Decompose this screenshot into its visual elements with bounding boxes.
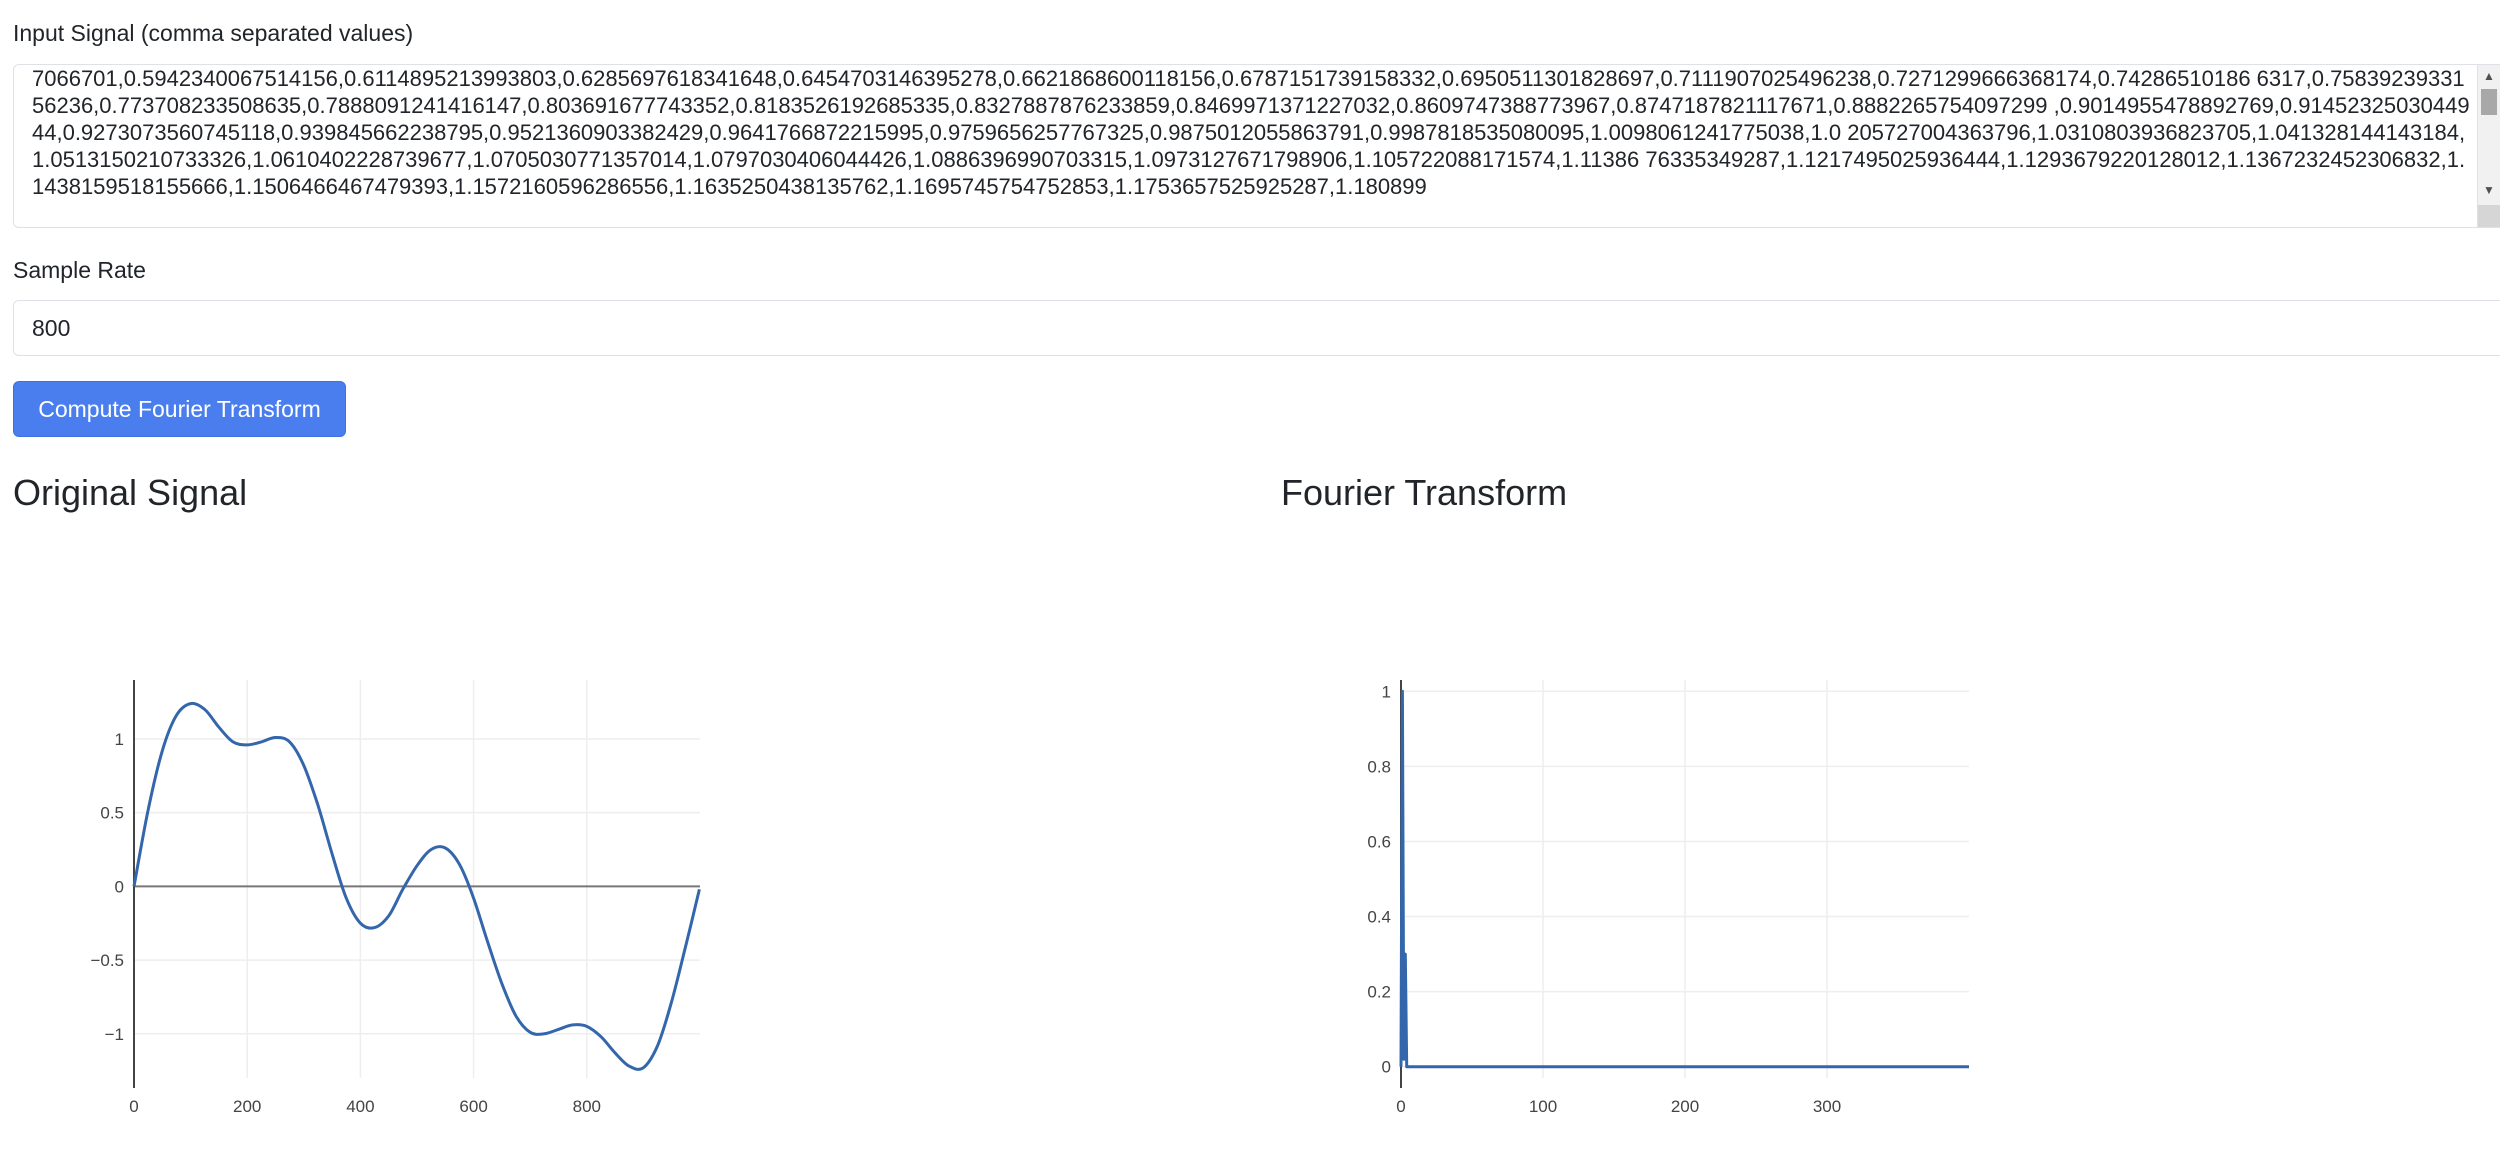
original-signal-title: Original Signal [13,472,248,513]
chart-original-series-line[interactable] [132,701,701,1071]
input-signal-textarea[interactable]: 7066701,0.5942340067514156,0.61148952139… [13,64,2500,228]
chart-original-x-tick-label: 400 [346,1097,374,1116]
input-signal-text[interactable]: 7066701,0.5942340067514156,0.61148952139… [32,66,2470,199]
chart-original-x-tick-label: 200 [233,1097,261,1116]
chart-original-y-tick-label: −0.5 [90,951,124,970]
chart-fourier-y-tick-label: 0.2 [1367,983,1391,1002]
chart-fourier-y-tick-label: 0.4 [1367,908,1391,927]
chart-original-y-tick-label: 1 [115,730,124,749]
chart-fourier-y-tick-label: 1 [1382,682,1391,701]
sample-rate-input[interactable] [13,300,2500,356]
chart-original-y-tick-label: 0 [115,877,124,896]
chart-fourier-x-tick-label: 100 [1529,1097,1557,1116]
scroll-up-arrow-icon[interactable]: ▲ [2483,69,2495,83]
compute-fourier-button[interactable]: Compute Fourier Transform [13,381,346,437]
sample-rate-label: Sample Rate [13,257,146,283]
chart-fourier-y-tick-label: 0.6 [1367,832,1391,851]
fourier-transform-title: Fourier Transform [1281,472,1568,513]
chart-fourier-y-tick-label: 0 [1382,1058,1391,1077]
chart-fourier-x-tick-label: 0 [1396,1097,1405,1116]
input-signal-label: Input Signal (comma separated values) [13,20,414,46]
chart-fourier-x-tick-label: 300 [1813,1097,1841,1116]
textarea-scrollbar[interactable]: ▲ ▼ [2477,65,2500,227]
chart-original-y-tick-label: −1 [105,1025,124,1044]
resize-grip-icon[interactable] [2478,205,2500,227]
chart-fourier-y-tick-label: 0.8 [1367,757,1391,776]
chart-original-x-tick-label: 600 [459,1097,487,1116]
chart-original-y-tick-label: 0.5 [100,804,124,823]
scroll-thumb[interactable] [2481,89,2497,115]
scroll-down-arrow-icon[interactable]: ▼ [2483,183,2495,197]
chart-fourier-series-line[interactable] [1399,689,1969,1069]
chart-fourier-x-tick-label: 200 [1671,1097,1699,1116]
chart-original-x-tick-label: 800 [573,1097,601,1116]
chart-original-x-tick-label: 0 [129,1097,138,1116]
